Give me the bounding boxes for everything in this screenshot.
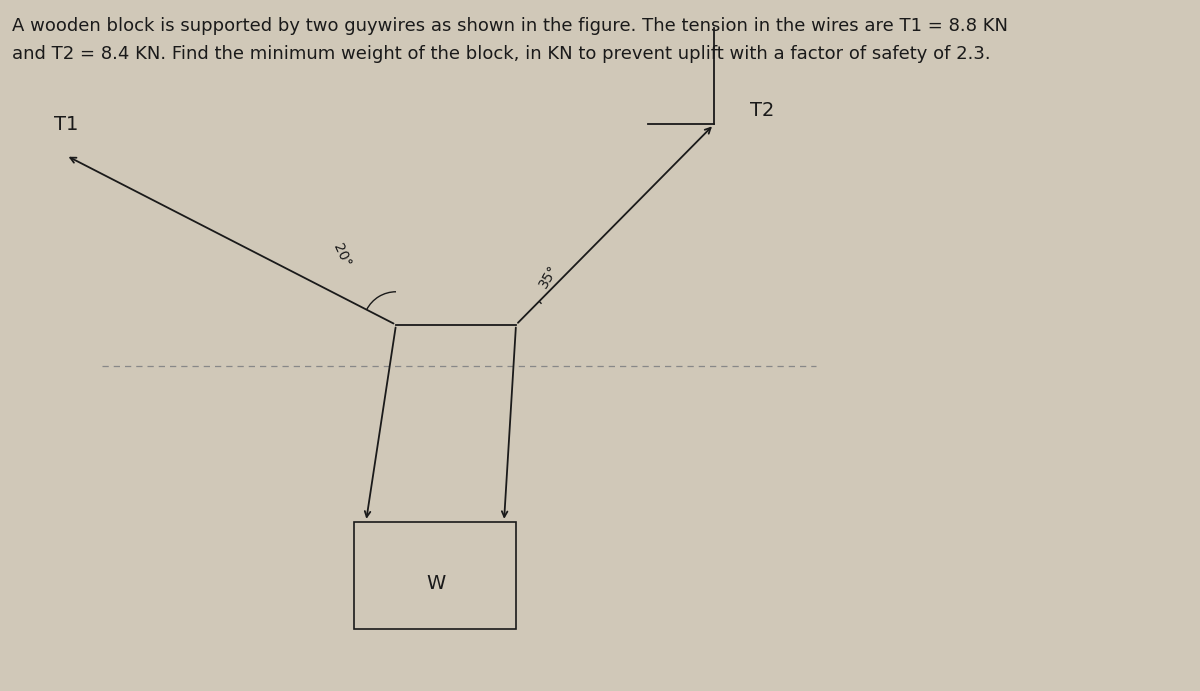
Text: and T2 = 8.4 KN. Find the minimum weight of the block, in KN to prevent uplift w: and T2 = 8.4 KN. Find the minimum weight… <box>12 45 991 63</box>
Text: 35°: 35° <box>536 263 560 290</box>
Text: A wooden block is supported by two guywires as shown in the figure. The tension : A wooden block is supported by two guywi… <box>12 17 1008 35</box>
Text: W: W <box>426 574 445 594</box>
Bar <box>354 522 516 629</box>
Text: T1: T1 <box>54 115 78 134</box>
Text: T2: T2 <box>750 101 774 120</box>
Text: 20°: 20° <box>330 242 354 269</box>
